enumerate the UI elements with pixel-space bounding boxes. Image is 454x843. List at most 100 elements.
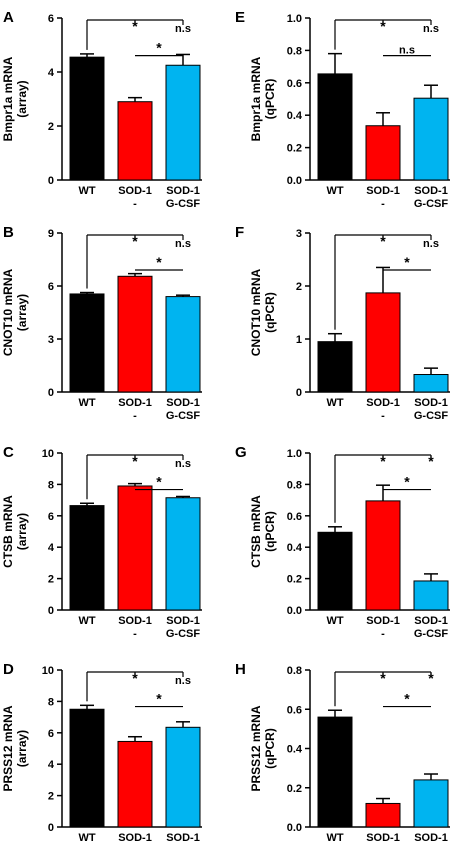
significance-label: * <box>132 233 138 249</box>
bar <box>413 97 449 181</box>
significance-label: * <box>428 670 434 686</box>
bar <box>413 779 449 828</box>
significance-label: * <box>404 691 410 707</box>
x-category-label: G-CSF <box>414 198 449 210</box>
significance-label: * <box>404 254 410 270</box>
bar <box>365 292 401 393</box>
x-category-label: WT <box>78 615 95 627</box>
x-category-label: G-CSF <box>414 628 449 640</box>
bar <box>317 716 353 828</box>
x-category-label: - <box>133 198 137 210</box>
bar <box>413 374 449 393</box>
y-tick-label: 4 <box>48 542 55 554</box>
bar <box>165 726 201 828</box>
x-category-label: WT <box>326 832 343 843</box>
bar <box>165 497 201 611</box>
significance-label: n.s <box>423 238 439 250</box>
y-axis-unit-label: (qPCR) <box>263 511 277 552</box>
y-tick-label: 0 <box>48 175 54 187</box>
y-tick-label: 0.2 <box>287 574 302 586</box>
significance-label: * <box>380 18 386 34</box>
bar <box>317 73 353 181</box>
y-axis-unit-label: (array) <box>15 730 29 767</box>
x-category-label: WT <box>78 185 95 197</box>
bar <box>69 505 105 611</box>
x-category-label: WT <box>78 397 95 409</box>
significance-label: * <box>156 474 162 490</box>
bar <box>117 485 153 611</box>
x-category-label: G-CSF <box>166 628 201 640</box>
y-tick-label: 2 <box>48 791 54 803</box>
panel-letter: C <box>3 444 14 461</box>
significance-label: n.s <box>423 23 439 35</box>
y-tick-label: 2 <box>296 281 302 293</box>
y-tick-label: 6 <box>48 728 54 740</box>
y-tick-label: 0 <box>48 822 54 834</box>
y-tick-label: 10 <box>42 448 54 460</box>
y-tick-label: 8 <box>48 696 54 708</box>
x-category-label: SOD-1 <box>414 397 448 409</box>
y-tick-label: 3 <box>48 334 54 346</box>
bar <box>365 802 401 828</box>
x-category-label: - <box>381 198 385 210</box>
significance-label: * <box>156 40 162 56</box>
y-tick-label: 0.4 <box>287 110 303 122</box>
y-tick-label: 0.6 <box>287 78 302 90</box>
y-tick-label: 0.6 <box>287 704 302 716</box>
x-category-label: SOD-1 <box>366 397 400 409</box>
panel-letter: H <box>235 661 246 678</box>
x-category-label: SOD-1 <box>414 615 448 627</box>
y-tick-label: 4 <box>48 67 55 79</box>
x-category-label: G-CSF <box>414 410 449 422</box>
bar <box>165 64 201 181</box>
panel-letter: E <box>235 9 245 26</box>
bar <box>365 125 401 181</box>
x-category-label: WT <box>326 397 343 409</box>
significance-label: * <box>380 233 386 249</box>
bar <box>117 101 153 181</box>
y-tick-label: 1 <box>296 334 302 346</box>
y-tick-label: 8 <box>48 479 54 491</box>
y-tick-label: 6 <box>48 511 54 523</box>
x-category-label: SOD-1 <box>118 832 152 843</box>
y-axis-label: CTSB mRNA <box>249 495 263 568</box>
significance-label: n.s <box>175 675 191 687</box>
y-tick-label: 1.0 <box>287 13 302 25</box>
y-tick-label: 0 <box>48 605 54 617</box>
y-tick-label: 9 <box>48 228 54 240</box>
y-tick-label: 0.8 <box>287 479 302 491</box>
y-tick-label: 10 <box>42 665 54 677</box>
x-category-label: SOD-1 <box>366 832 400 843</box>
x-category-label: SOD-1 <box>366 185 400 197</box>
panel-letter: B <box>3 224 14 241</box>
y-axis-unit-label: (qPCR) <box>263 292 277 333</box>
significance-label: * <box>428 453 434 469</box>
significance-label: * <box>380 670 386 686</box>
x-category-label: G-CSF <box>166 410 201 422</box>
y-tick-label: 0 <box>296 387 302 399</box>
bar <box>165 296 201 393</box>
x-category-label: - <box>133 628 137 640</box>
x-category-label: SOD-1 <box>118 185 152 197</box>
panel-letter: D <box>3 661 14 678</box>
bar <box>69 293 105 393</box>
y-tick-label: 3 <box>296 228 302 240</box>
y-tick-label: 0.2 <box>287 783 302 795</box>
significance-label: n.s <box>175 238 191 250</box>
bar <box>365 500 401 611</box>
significance-label: * <box>132 453 138 469</box>
y-tick-label: 0.2 <box>287 143 302 155</box>
y-tick-label: 2 <box>48 121 54 133</box>
x-category-label: WT <box>326 615 343 627</box>
y-tick-label: 0 <box>48 387 54 399</box>
x-category-label: - <box>381 410 385 422</box>
significance-label: * <box>380 453 386 469</box>
y-axis-label: CTSB mRNA <box>1 495 15 568</box>
y-tick-label: 0.8 <box>287 665 302 677</box>
x-category-label: SOD-1 <box>166 185 200 197</box>
significance-label: * <box>156 254 162 270</box>
